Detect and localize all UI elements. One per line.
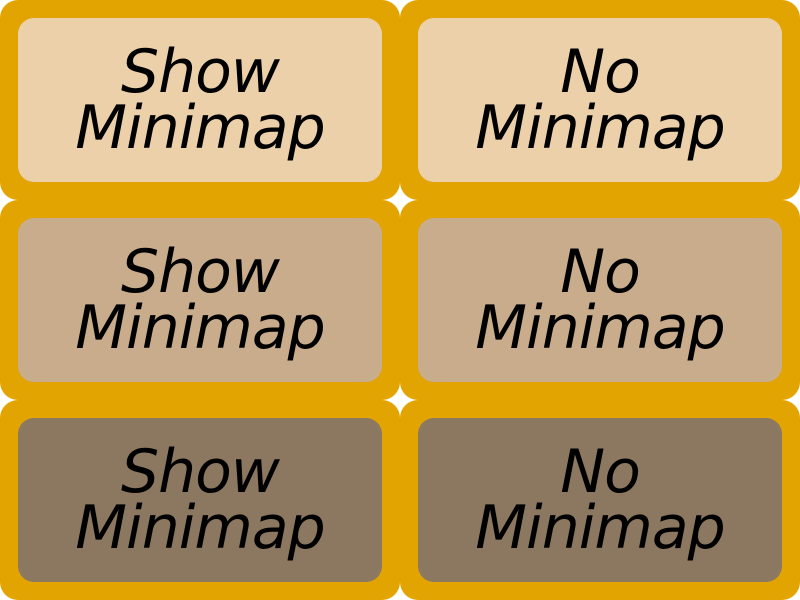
- button-label-line2: Minimap: [75, 293, 325, 363]
- button-face: Show Minimap: [18, 218, 382, 382]
- button-label-line1: Show: [121, 237, 280, 307]
- button-face: No Minimap: [418, 218, 782, 382]
- button-face: No Minimap: [418, 418, 782, 582]
- button-label-line1: No: [560, 237, 641, 307]
- button-label-line1: No: [560, 37, 641, 107]
- button-label-line2: Minimap: [475, 93, 725, 163]
- show-minimap-button-normal[interactable]: Show Minimap: [0, 0, 400, 200]
- button-label-line2: Minimap: [475, 293, 725, 363]
- button-face: Show Minimap: [18, 18, 382, 182]
- no-minimap-button-hover[interactable]: No Minimap: [400, 200, 800, 400]
- no-minimap-button-pressed[interactable]: No Minimap: [400, 400, 800, 600]
- no-minimap-button-normal[interactable]: No Minimap: [400, 0, 800, 200]
- button-label-line2: Minimap: [475, 493, 725, 563]
- show-minimap-button-pressed[interactable]: Show Minimap: [0, 400, 400, 600]
- button-label-line1: Show: [121, 437, 280, 507]
- show-minimap-button-hover[interactable]: Show Minimap: [0, 200, 400, 400]
- button-label-line1: Show: [121, 37, 280, 107]
- button-face: No Minimap: [418, 18, 782, 182]
- button-label-line2: Minimap: [75, 93, 325, 163]
- button-label-line1: No: [560, 437, 641, 507]
- button-face: Show Minimap: [18, 418, 382, 582]
- button-label-line2: Minimap: [75, 493, 325, 563]
